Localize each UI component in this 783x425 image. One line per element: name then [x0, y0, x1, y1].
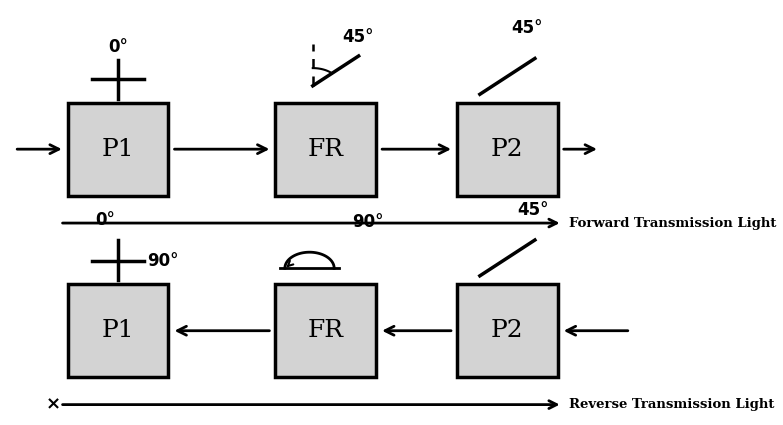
Text: 0°: 0° [96, 211, 115, 230]
Bar [68, 103, 168, 196]
Text: Reverse Transmission Light: Reverse Transmission Light [569, 398, 774, 411]
Text: 90°: 90° [147, 252, 179, 270]
Text: 45°: 45° [511, 19, 543, 37]
Text: FR: FR [308, 319, 344, 342]
Text: 0°: 0° [108, 38, 128, 56]
Bar [457, 103, 557, 196]
Text: FR: FR [308, 138, 344, 161]
Bar [276, 103, 376, 196]
Text: P2: P2 [491, 319, 524, 342]
Text: $\mathbf{\times}$: $\mathbf{\times}$ [45, 396, 60, 414]
Text: P1: P1 [102, 319, 135, 342]
Bar [68, 284, 168, 377]
Bar [276, 284, 376, 377]
Text: 90°: 90° [352, 213, 384, 232]
Text: P2: P2 [491, 138, 524, 161]
Text: 45°: 45° [342, 28, 374, 46]
Text: 45°: 45° [518, 201, 549, 219]
Text: Forward Transmission Light: Forward Transmission Light [569, 217, 777, 230]
Bar [457, 284, 557, 377]
Text: P1: P1 [102, 138, 135, 161]
